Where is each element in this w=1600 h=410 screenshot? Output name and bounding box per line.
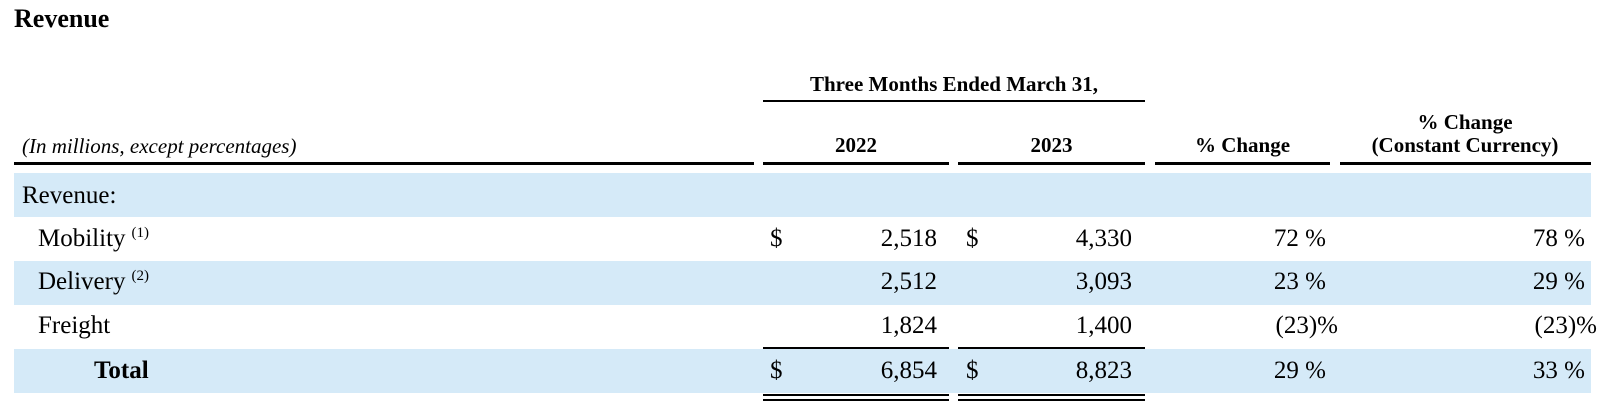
row-label: Delivery (2) <box>38 268 149 296</box>
cell-pct-change: 72 % <box>1273 225 1326 252</box>
footnote-marker: (2) <box>131 268 149 284</box>
band-section <box>14 173 1591 217</box>
cell-pct-change-cc: 78 % <box>1532 225 1585 252</box>
header-rule-2023 <box>958 162 1145 165</box>
subtotal-rule-2022 <box>763 347 949 349</box>
cell-2023: 3,093 <box>1075 268 1132 295</box>
row-label: Mobility (1) <box>38 225 149 253</box>
total-2023: 8,823 <box>1075 357 1132 384</box>
currency-symbol: $ <box>966 225 979 252</box>
total-label: Total <box>94 357 149 384</box>
currency-symbol: $ <box>770 357 783 384</box>
page-title: Revenue <box>14 4 110 33</box>
cell-pct-change: 23 % <box>1273 268 1326 295</box>
row-label-text: Freight <box>38 312 111 339</box>
total-double-rule-2023 <box>958 394 1145 401</box>
currency-symbol: $ <box>966 357 979 384</box>
col-header-pct-change-cc-line2: (Constant Currency) <box>1371 133 1559 157</box>
col-header-pct-change: % Change <box>1194 133 1291 157</box>
header-rule-label <box>14 162 754 165</box>
row-label-text: Mobility <box>38 225 126 252</box>
row-label: Freight <box>38 312 110 340</box>
total-double-rule-2022 <box>763 394 949 401</box>
units-label: (In millions, except percentages) <box>22 134 297 158</box>
band-delivery <box>14 261 1591 305</box>
header-rule-pct <box>1155 162 1330 165</box>
cell-2022: 2,512 <box>880 268 937 295</box>
cell-2023: 4,330 <box>1075 225 1132 252</box>
footnote-marker: (1) <box>131 225 150 241</box>
total-pct-change-cc: 33 % <box>1532 357 1585 384</box>
band-total <box>14 349 1591 393</box>
cell-2023: 1,400 <box>1075 312 1132 339</box>
cell-pct-change-cc: (23)% <box>1534 312 1597 339</box>
total-2022: 6,854 <box>880 357 937 384</box>
subtotal-rule-2023 <box>958 347 1145 349</box>
period-group-rule <box>763 100 1145 102</box>
section-label: Revenue: <box>22 182 117 209</box>
header-rule-2022 <box>763 162 949 165</box>
cell-pct-change-cc: 29 % <box>1532 268 1585 295</box>
period-group-header: Three Months Ended March 31, <box>810 72 1098 96</box>
col-header-2023: 2023 <box>1030 133 1073 157</box>
total-pct-change: 29 % <box>1273 357 1326 384</box>
cell-pct-change: (23)% <box>1275 312 1338 339</box>
col-header-pct-change-cc: % Change (Constant Currency) <box>1340 111 1590 157</box>
col-header-2022: 2022 <box>835 133 877 157</box>
cell-2022: 1,824 <box>880 312 937 339</box>
col-header-pct-change-cc-line1: % Change <box>1417 110 1513 134</box>
cell-2022: 2,518 <box>880 225 937 252</box>
currency-symbol: $ <box>770 225 783 252</box>
header-rule-pct-cc <box>1340 162 1591 165</box>
row-label-text: Delivery <box>38 268 126 295</box>
